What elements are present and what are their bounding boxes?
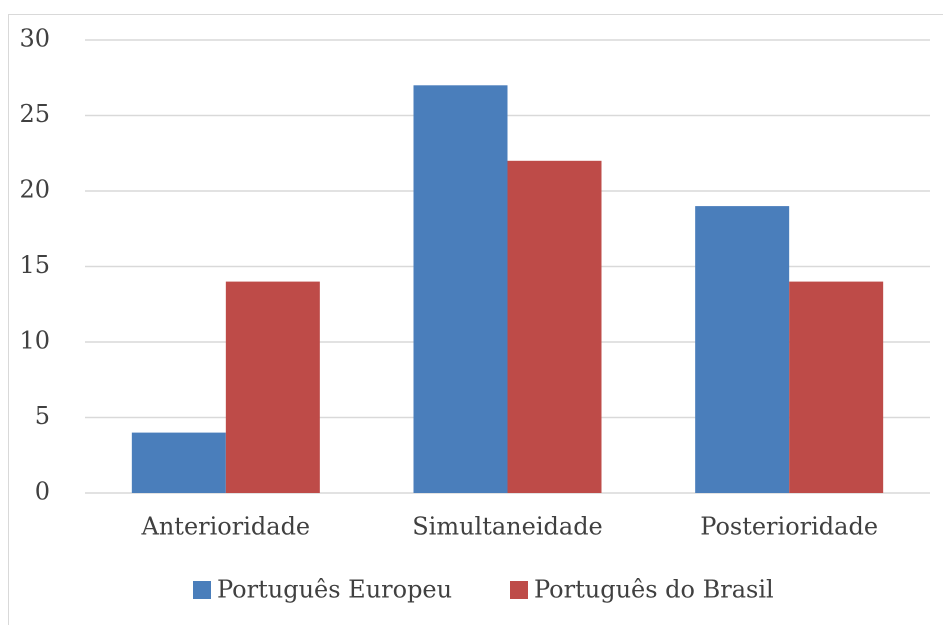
y-tick-label: 15 [19, 251, 50, 279]
legend-label: Português Europeu [217, 576, 452, 604]
y-tick-label: 25 [19, 100, 50, 128]
x-tick-label: Posterioridade [700, 513, 878, 541]
y-tick-label: 0 [35, 478, 50, 506]
y-tick-label: 5 [35, 402, 50, 430]
bar [695, 206, 790, 493]
x-tick-label: Simultaneidade [412, 513, 603, 541]
y-tick-label: 10 [19, 327, 50, 355]
bar [789, 281, 884, 493]
y-tick-label: 20 [19, 176, 50, 204]
legend-label: Português do Brasil [534, 576, 774, 604]
legend-swatch [510, 581, 528, 599]
bar [225, 281, 320, 493]
y-tick-label: 30 [19, 25, 50, 53]
chart-border [8, 14, 943, 625]
bar [131, 432, 226, 493]
legend-swatch [193, 581, 211, 599]
x-tick-label: Anterioridade [141, 513, 311, 541]
bar [507, 160, 602, 494]
bar [413, 85, 508, 494]
